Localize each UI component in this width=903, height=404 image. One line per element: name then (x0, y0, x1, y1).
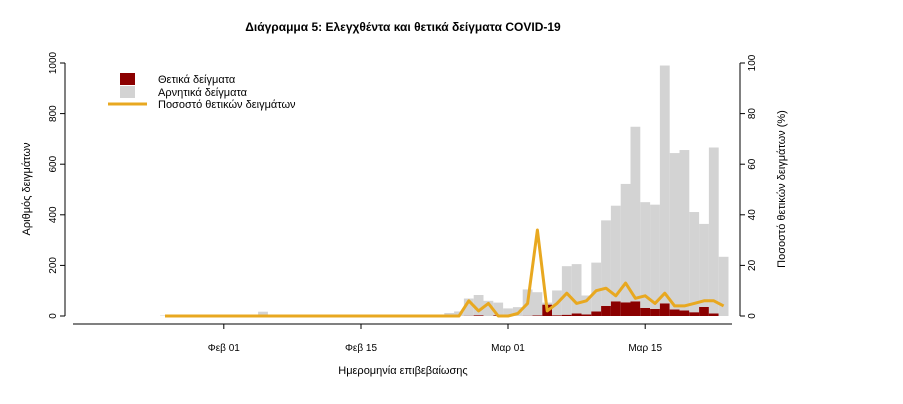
bar-negative (493, 302, 504, 316)
y-tick-label: 200 (48, 257, 59, 274)
bar-negative (679, 150, 690, 311)
bar-positive (650, 308, 660, 316)
bar-negative (591, 262, 602, 312)
bar-negative (718, 256, 729, 316)
chart-title: Διάγραμμα 5: Ελεγχθέντα και θετικά δείγμ… (245, 20, 561, 34)
bar-positive (669, 309, 680, 316)
x-tick-label: Φεβ 15 (345, 343, 378, 354)
bar-negative (699, 223, 709, 307)
bar-positive (532, 315, 543, 316)
bar-negative (659, 65, 670, 304)
bar-positive (630, 301, 641, 316)
x-tick-label: Φεβ 01 (208, 343, 241, 354)
y2-tick-label: 60 (747, 158, 758, 170)
legend-swatch (120, 73, 135, 85)
bar-positive (591, 311, 602, 316)
bar-negative (689, 212, 700, 313)
bar-positive (640, 307, 651, 316)
bar-positive (659, 303, 670, 316)
y2-tick-label: 40 (747, 209, 758, 221)
y-axis-label: Αριθμός δειγμάτων (21, 142, 33, 235)
bar-positive (620, 302, 631, 316)
bar-negative (503, 308, 513, 316)
y2-tick-label: 0 (747, 313, 758, 319)
y-tick-label: 1000 (48, 51, 59, 74)
y-tick-label: 600 (48, 155, 59, 172)
bar-negative (463, 298, 474, 316)
y-tick-label: 0 (48, 313, 59, 319)
legend-swatch (120, 86, 135, 98)
y2-axis-label: Ποσοστό θετικών δειγμάτων (%) (776, 110, 788, 268)
bar-negative (601, 220, 611, 306)
legend-label: Ποσοστό θετικών δειγμάτων (158, 99, 296, 111)
bar-negative (620, 183, 631, 303)
bar-positive (561, 314, 572, 316)
bar-negative (444, 312, 455, 316)
bar-negative (483, 300, 494, 316)
bar-positive (708, 313, 719, 316)
y2-tick-label: 20 (747, 259, 758, 271)
bar-positive (571, 313, 582, 316)
bar-positive (679, 310, 690, 316)
bar-negative (708, 147, 719, 314)
bar-negative (581, 295, 592, 315)
y2-tick-label: 100 (747, 54, 758, 71)
x-tick-label: Μαρ 15 (628, 343, 662, 354)
y-tick-label: 800 (48, 105, 59, 122)
legend-label: Θετικά δείγματα (158, 74, 236, 86)
bar-negative (640, 202, 651, 308)
line-layer (165, 228, 725, 318)
y-tick-label: 400 (48, 206, 59, 223)
bar-negative (532, 292, 543, 316)
bar-positive (473, 315, 484, 316)
percent-line (165, 228, 725, 318)
x-tick-label: Μαρ 01 (491, 343, 525, 354)
bar-negative (258, 311, 268, 316)
y2-tick-label: 80 (747, 108, 758, 120)
bar-positive (610, 301, 621, 316)
bar-negative (561, 266, 572, 315)
bar-negative (610, 205, 621, 302)
legend-label: Αρνητικά δείγματα (158, 87, 248, 99)
bar-positive (699, 306, 709, 316)
x-axis-label: Ημερομηνία επιβεβαίωσης (338, 365, 467, 377)
bar-positive (552, 315, 562, 316)
bar-positive (601, 305, 611, 316)
bar-negative (571, 264, 582, 314)
bar-positive (689, 312, 700, 316)
axes-layer: 0 200 400 600 800 1000 0 20 40 60 80 100 Φεβ 01 Φεβ 1… (48, 51, 758, 354)
bar-negative (669, 153, 680, 310)
bar-negative (473, 295, 484, 316)
bar-positive (581, 314, 592, 316)
bar-negative (630, 126, 641, 302)
bar-negative (650, 204, 660, 309)
